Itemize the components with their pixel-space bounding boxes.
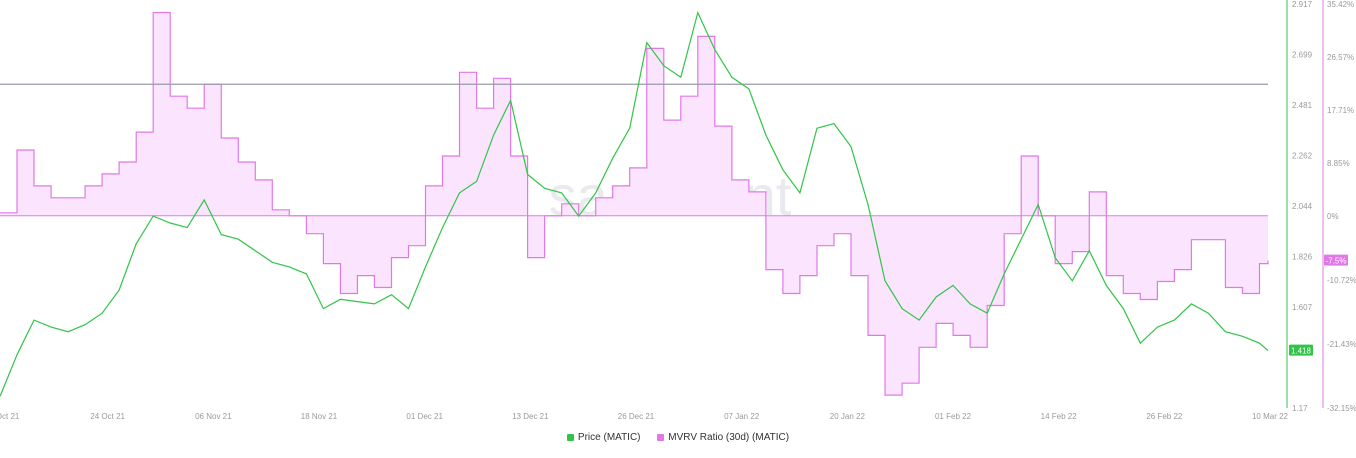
legend-swatch-mvrv <box>657 434 665 441</box>
price-series-line <box>0 10 1269 397</box>
x-tick-label: 26 Dec 21 <box>618 412 655 421</box>
mvrv-tick-label: 17.71% <box>1327 106 1354 115</box>
price-tick-label: 2.917 <box>1292 0 1313 9</box>
mvrv-tick-label: 26.57% <box>1327 53 1354 62</box>
mvrv-current-badge <box>1324 254 1348 266</box>
x-tick-label: 12 Oct 21 <box>0 412 20 421</box>
x-tick-label: 18 Nov 21 <box>301 412 338 421</box>
price-tick-label: 1.607 <box>1292 303 1313 312</box>
x-tick-label: 13 Dec 21 <box>512 412 549 421</box>
price-tick-label: 2.481 <box>1292 101 1313 110</box>
x-tick-label: 01 Dec 21 <box>406 412 443 421</box>
price-tick-label: 2.044 <box>1292 202 1313 211</box>
legend-swatch-price <box>566 434 574 441</box>
legend-label-price: Price (MATIC) <box>577 432 641 443</box>
x-tick-label: 10 Mar 22 <box>1252 412 1289 421</box>
price-tick-label: 1.17 <box>1292 404 1308 413</box>
x-tick-label: 20 Jan 22 <box>830 412 866 421</box>
mvrv-tick-label: -21.43% <box>1327 340 1356 349</box>
chart-legend: Price (MATIC) MVRV Ratio (30d) (MATIC) <box>0 432 1356 444</box>
price-current-badge <box>1289 344 1313 356</box>
x-tick-label: 06 Nov 21 <box>195 412 232 421</box>
mvrv-series-line <box>0 11 1269 396</box>
mvrv-tick-label: -10.72% <box>1327 276 1356 285</box>
price-tick-label: 2.699 <box>1292 50 1313 59</box>
x-tick-label: 26 Feb 22 <box>1146 412 1183 421</box>
mvrv-tick-label: -32.15% <box>1327 404 1356 413</box>
legend-item-price[interactable]: Price (MATIC) <box>566 432 641 443</box>
x-tick-label: 01 Feb 22 <box>935 412 972 421</box>
mvrv-tick-label: 8.85% <box>1327 159 1350 168</box>
chart-plot-layer <box>0 10 1269 397</box>
legend-item-mvrv[interactable]: MVRV Ratio (30d) (MATIC) <box>657 432 789 443</box>
mvrv-tick-label: 0% <box>1327 212 1339 221</box>
x-tick-label: 24 Oct 21 <box>90 412 125 421</box>
price-tick-label: 1.826 <box>1292 252 1313 261</box>
legend-label-mvrv: MVRV Ratio (30d) (MATIC) <box>668 432 790 443</box>
x-tick-label: 14 Feb 22 <box>1041 412 1078 421</box>
mvrv-area <box>0 12 1268 396</box>
mvrv-current-label: -7.5% <box>1326 257 1347 266</box>
price-current-label: 1.418 <box>1291 347 1312 356</box>
chart-axes: 2.917 2.699 2.481 2.262 2.044 1.826 1.607 1.17 3… <box>0 0 1356 421</box>
mvrv-tick-label: 35.42% <box>1327 0 1354 9</box>
x-tick-label: 07 Jan 22 <box>724 412 760 421</box>
price-tick-label: 2.262 <box>1292 151 1313 160</box>
